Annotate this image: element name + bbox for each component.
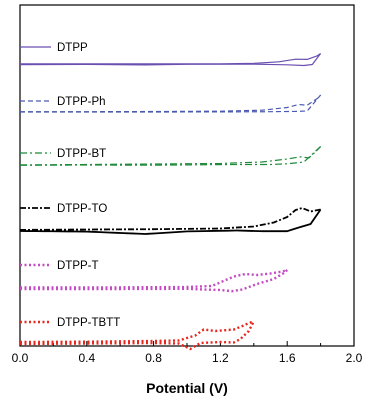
x-tick-label-4: 1.6 xyxy=(279,351,296,365)
curve-dtpp-ph-reverse xyxy=(20,94,322,113)
curve-dtpp-t-reverse xyxy=(20,269,289,293)
x-tick-label-1: 0.4 xyxy=(78,351,95,365)
cv-curves xyxy=(19,53,322,351)
legend-label-dtpp-to: DTPP-TO xyxy=(57,203,107,215)
curve-dtpp-to-forward xyxy=(19,207,321,231)
curve-dtpp-bt-reverse xyxy=(19,146,322,166)
x-tick-label-0: 0.0 xyxy=(12,351,29,365)
legend-label-dtpp-t: DTPP-T xyxy=(57,260,99,272)
curve-dtpp-tbtt-reverse xyxy=(19,320,255,351)
curve-dtpp-t-forward xyxy=(19,268,288,289)
x-axis-label: Potential (V) xyxy=(146,380,228,396)
inline-legend: DTPP DTPP-Ph DTPP-BT DTPP-TO DTPP-T DTPP-TBTT xyxy=(20,42,120,329)
plot-frame xyxy=(19,4,355,347)
x-axis-ticks xyxy=(19,341,355,346)
curve-dtpp-tbtt-forward xyxy=(19,320,255,344)
curve-dtpp-forward xyxy=(20,53,321,65)
legend-label-dtpp: DTPP xyxy=(57,42,88,54)
legend-label-dtpp-ph: DTPP-Ph xyxy=(57,96,106,108)
curve-dtpp-to-reverse xyxy=(19,208,322,235)
legend-label-dtpp-tbtt: DTPP-TBTT xyxy=(57,317,120,329)
x-tick-label-5: 2.0 xyxy=(346,351,363,365)
x-tick-label-3: 1.2 xyxy=(212,351,229,365)
legend-label-dtpp-bt: DTPP-BT xyxy=(57,148,106,160)
x-tick-label-2: 0.8 xyxy=(145,351,162,365)
x-axis-tick-labels: 0.0 0.4 0.8 1.2 1.6 2.0 xyxy=(12,351,363,365)
curve-dtpp-reverse xyxy=(19,53,322,67)
